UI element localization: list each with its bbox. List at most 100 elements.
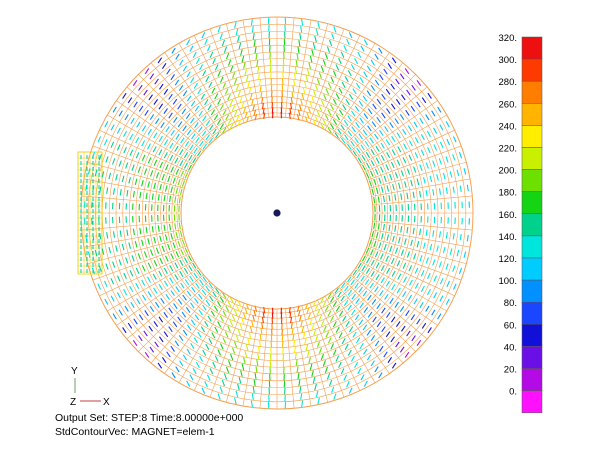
field-vector [322, 59, 326, 66]
field-vector [215, 287, 220, 294]
field-vector [132, 80, 138, 86]
field-vector [112, 188, 116, 195]
mesh-spoke [317, 299, 361, 391]
field-vector [192, 262, 197, 269]
field-vector [249, 326, 253, 333]
field-vector [133, 318, 138, 325]
field-vector [182, 329, 188, 336]
annular-mesh [77, 16, 474, 410]
field-vector [300, 320, 303, 327]
mesh-spoke [285, 17, 295, 118]
field-vector [132, 228, 135, 236]
mesh-spoke [359, 260, 447, 312]
field-vector [257, 66, 260, 74]
field-vector [155, 118, 160, 125]
field-vector [195, 57, 200, 65]
field-vector [170, 290, 175, 297]
field-vector [210, 109, 216, 116]
field-vector [167, 243, 171, 251]
field-vector [413, 253, 417, 260]
field-vector [263, 306, 266, 314]
field-vector [314, 335, 319, 342]
field-vector [429, 175, 433, 183]
legend-label: 20. [504, 365, 517, 376]
field-vector [192, 368, 197, 375]
field-vector [183, 152, 189, 159]
color-legend: 320. 300. 280. 260. 240. 220. 200. 180. 160. 140.… [499, 33, 543, 413]
field-vector [307, 312, 312, 320]
field-vector [389, 122, 394, 129]
field-vector [378, 372, 383, 379]
field-vector [199, 355, 204, 362]
field-vector [399, 346, 405, 353]
field-vector [97, 136, 102, 143]
field-vector [387, 357, 393, 363]
field-vector [402, 128, 407, 135]
field-vector [174, 196, 177, 203]
mesh-spoke [369, 237, 467, 265]
field-vector [257, 346, 261, 353]
field-vector [124, 305, 129, 312]
field-vector [389, 245, 393, 253]
field-vector [129, 149, 134, 156]
mesh-spoke [193, 299, 237, 391]
field-vector [383, 243, 387, 251]
field-vector [197, 88, 202, 95]
field-vector [177, 316, 182, 323]
field-vector [419, 228, 422, 236]
field-vector [196, 269, 202, 276]
field-vector [359, 77, 364, 84]
field-vector [158, 270, 163, 277]
axis-triad: Y Z X [70, 366, 110, 408]
field-vector [131, 255, 135, 262]
field-vector [195, 282, 200, 289]
field-vector [153, 260, 158, 267]
field-vector [211, 332, 216, 339]
field-vector [186, 290, 192, 297]
field-vector [170, 233, 174, 240]
field-vector [110, 278, 115, 285]
field-vector [332, 119, 338, 126]
field-vector [433, 144, 438, 151]
field-vector [314, 304, 319, 311]
field-vector [153, 236, 156, 244]
field-vector [425, 305, 430, 312]
field-vector [400, 193, 403, 200]
field-vector [112, 231, 116, 238]
field-vector [159, 83, 164, 90]
field-vector [414, 152, 419, 159]
field-vector [299, 33, 302, 40]
field-vector [361, 255, 366, 262]
field-vector [431, 110, 436, 117]
field-vector [163, 312, 168, 318]
field-vector [320, 320, 325, 327]
field-vector [442, 172, 446, 180]
field-vector [374, 168, 379, 175]
field-vector [205, 285, 210, 292]
field-vector [362, 290, 368, 297]
field-vector [144, 68, 150, 75]
field-vector [381, 307, 386, 314]
field-vector [160, 122, 165, 129]
field-vector [354, 282, 359, 289]
field-vector [179, 270, 184, 277]
field-vector [169, 142, 174, 149]
field-vector [97, 283, 102, 290]
field-vector [347, 304, 352, 311]
field-vector [127, 322, 133, 329]
field-vector [383, 175, 387, 183]
field-vector [152, 273, 157, 280]
field-vector [334, 287, 339, 294]
field-vector [141, 294, 147, 301]
field-vector [337, 291, 342, 298]
field-vector [449, 171, 453, 178]
field-vector [351, 110, 356, 117]
field-vector [327, 82, 332, 89]
field-vector [410, 314, 416, 321]
field-vector [222, 127, 227, 134]
field-vector [350, 140, 355, 147]
field-vector [244, 350, 248, 358]
field-vector [179, 188, 183, 196]
mesh-spoke [138, 74, 210, 146]
field-vector [390, 316, 396, 323]
